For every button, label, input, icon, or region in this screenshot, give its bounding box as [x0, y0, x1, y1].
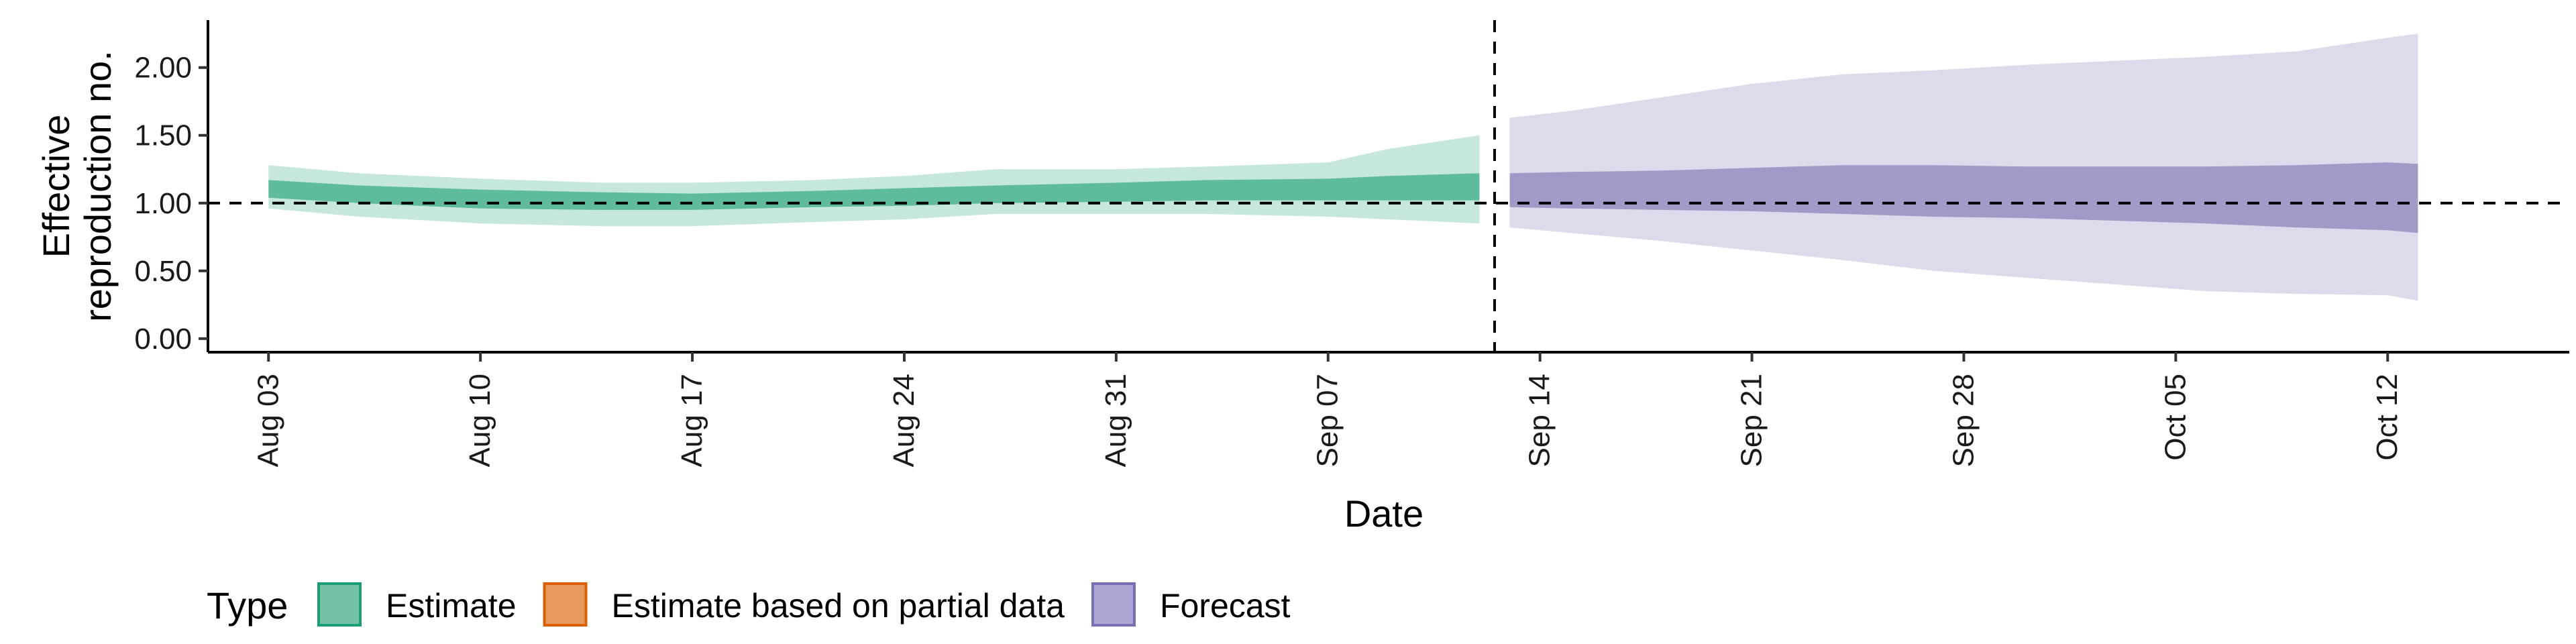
x-tick-label: Aug 24 — [888, 374, 920, 467]
x-axis-ticks: Aug 03 Aug 10 Aug 17 Aug 24 Aug 31 Sep 07 Sep … — [252, 352, 2404, 467]
x-tick-label: Sep 28 — [1947, 374, 1980, 467]
x-axis-title: Date — [1344, 492, 1424, 535]
y-axis-title-line: Effective — [35, 115, 77, 258]
legend-label-forecast: Forecast — [1160, 587, 1291, 625]
y-axis-title: Effectivereproduction no. — [35, 50, 119, 322]
y-tick-label: 2.00 — [134, 52, 192, 85]
legend-label-estimate: Estimate — [386, 587, 517, 625]
x-tick-label: Aug 03 — [252, 374, 284, 467]
y-tick-label: 1.00 — [134, 187, 192, 220]
legend-swatch-forecast — [1091, 582, 1136, 627]
y-tick-label: 0.50 — [134, 255, 192, 288]
estimate-inner-band — [268, 173, 1480, 210]
x-tick-label: Sep 21 — [1735, 374, 1768, 467]
x-tick-label: Aug 17 — [676, 374, 708, 467]
legend-swatch-estimate-based-on-partial-data — [543, 582, 588, 627]
x-tick-label: Aug 31 — [1099, 374, 1132, 467]
legend: Type Estimate Estimate based on partial d… — [207, 582, 1291, 627]
y-axis-title-line: reproduction no. — [76, 50, 119, 322]
y-axis-ticks: 0.00 0.50 1.00 1.50 2.00 — [134, 52, 208, 356]
legend-items: Estimate Estimate based on partial data Fo… — [317, 582, 1291, 627]
y-tick-label: 0.00 — [134, 323, 192, 356]
forecast-inner-band — [1509, 162, 2418, 233]
x-tick-label: Oct 12 — [2371, 374, 2404, 461]
reference-lines — [208, 20, 2569, 352]
x-tick-label: Sep 14 — [1523, 374, 1556, 467]
series-bands — [268, 34, 2418, 301]
legend-label-estimate-based-on-partial-data: Estimate based on partial data — [612, 587, 1065, 625]
x-tick-label: Sep 07 — [1311, 374, 1344, 467]
x-tick-label: Aug 10 — [464, 374, 496, 467]
legend-title: Type — [207, 584, 288, 627]
legend-swatch-estimate — [317, 582, 362, 627]
y-tick-label: 1.50 — [134, 119, 192, 152]
x-tick-label: Oct 05 — [2159, 374, 2192, 461]
